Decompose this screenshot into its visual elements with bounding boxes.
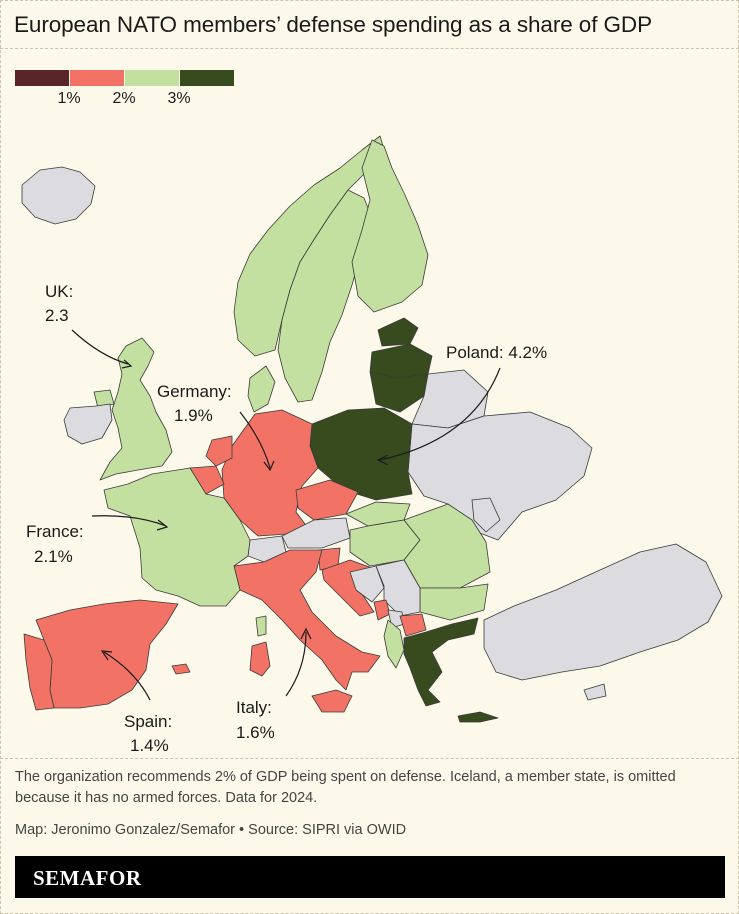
arrowhead-germany bbox=[263, 460, 275, 472]
brand-bar: SEMAFOR bbox=[15, 856, 725, 898]
label-poland: Poland: 4.2% bbox=[446, 343, 547, 362]
country-moldova bbox=[471, 497, 501, 533]
label-france-name: France: bbox=[26, 522, 84, 541]
country-turkey bbox=[483, 543, 723, 681]
label-italy-name: Italy: bbox=[236, 698, 272, 717]
country-romania bbox=[403, 503, 491, 589]
country-serbia bbox=[375, 559, 421, 617]
country-greece bbox=[403, 617, 479, 707]
semafor-logo: SEMAFOR bbox=[33, 866, 142, 890]
source-credit: Map: Jeronimo Gonzalez/Semafor • Source:… bbox=[15, 822, 407, 838]
country-italy bbox=[233, 549, 381, 691]
footnote: The organization recommends 2% of GDP be… bbox=[15, 769, 676, 806]
legend-tick-1: 1% bbox=[57, 90, 81, 107]
country-ireland bbox=[63, 403, 113, 445]
label-spain-value: 1.4% bbox=[130, 736, 169, 755]
country-albania bbox=[383, 619, 405, 669]
country-cyprus bbox=[583, 683, 607, 701]
map-title: European NATO members’ defense spending … bbox=[14, 12, 652, 37]
legend-swatch-1-2 bbox=[70, 70, 124, 86]
arrowhead-poland bbox=[376, 454, 389, 466]
legend-swatch-below-1 bbox=[15, 70, 69, 86]
country-netherlands bbox=[205, 435, 233, 467]
title-divider bbox=[0, 48, 739, 49]
country-denmark bbox=[247, 365, 276, 413]
country-northern-ireland bbox=[93, 389, 115, 409]
label-uk-value: 2.3 bbox=[45, 306, 69, 325]
country-iceland bbox=[21, 166, 96, 225]
arrow-france bbox=[91, 515, 167, 527]
europe-map: UK: 2.3 Germany: 1.9% France: 2.1% Spain… bbox=[21, 135, 723, 755]
country-finland bbox=[351, 139, 429, 313]
country-sardinia bbox=[249, 641, 271, 677]
arrow-uk bbox=[71, 329, 129, 365]
country-corsica bbox=[255, 615, 267, 637]
note-divider bbox=[0, 758, 739, 759]
legend-tick-3: 3% bbox=[167, 90, 191, 107]
country-balearic bbox=[171, 663, 191, 675]
label-italy-value: 1.6% bbox=[236, 723, 275, 742]
legend-swatch-above-3 bbox=[180, 70, 234, 86]
label-france-value: 2.1% bbox=[34, 547, 73, 566]
country-uk bbox=[99, 337, 173, 481]
country-portugal bbox=[23, 633, 55, 711]
country-france bbox=[103, 467, 251, 607]
arrow-spain bbox=[103, 651, 151, 701]
arrow-poland bbox=[379, 367, 501, 461]
country-bosnia bbox=[349, 565, 385, 603]
label-spain-name: Spain: bbox=[124, 712, 172, 731]
label-germany-name: Germany: bbox=[157, 382, 232, 401]
legend-swatch-2-3 bbox=[125, 70, 179, 86]
arrowhead-spain bbox=[100, 650, 113, 661]
legend-tick-2: 2% bbox=[112, 90, 136, 107]
label-uk-name: UK: bbox=[45, 282, 73, 301]
country-bulgaria bbox=[419, 583, 489, 621]
arrow-germany bbox=[239, 411, 271, 469]
arrow-italy bbox=[285, 631, 307, 697]
country-estonia bbox=[377, 317, 419, 347]
arrowhead-france bbox=[156, 519, 169, 531]
arrowhead-italy bbox=[300, 627, 312, 640]
country-latvia bbox=[369, 343, 433, 379]
label-germany-value: 1.9% bbox=[174, 406, 213, 425]
country-crete bbox=[457, 711, 499, 723]
country-slovakia bbox=[345, 501, 411, 527]
country-north-macedonia bbox=[399, 613, 427, 637]
country-sicily bbox=[311, 689, 353, 713]
arrowhead-uk bbox=[121, 359, 133, 369]
